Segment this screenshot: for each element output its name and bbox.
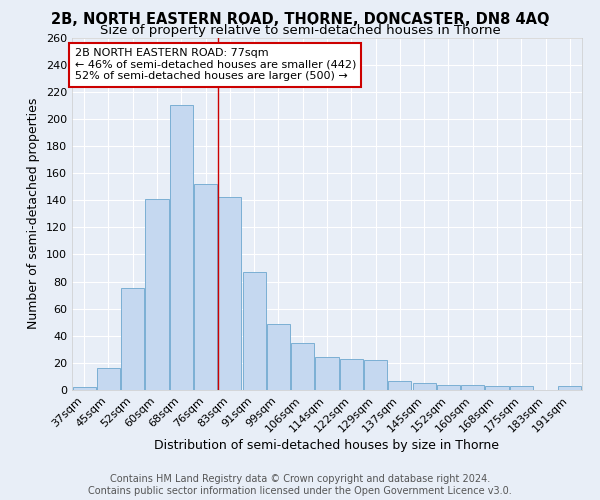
Bar — [340, 359, 363, 390]
Text: 2B, NORTH EASTERN ROAD, THORNE, DONCASTER, DN8 4AQ: 2B, NORTH EASTERN ROAD, THORNE, DONCASTE… — [51, 12, 549, 28]
Bar — [461, 384, 484, 390]
Bar — [218, 198, 241, 390]
Bar — [510, 386, 533, 390]
Bar — [364, 360, 387, 390]
Bar — [145, 199, 169, 390]
Bar — [291, 342, 314, 390]
Bar — [194, 184, 217, 390]
Bar — [316, 358, 338, 390]
X-axis label: Distribution of semi-detached houses by size in Thorne: Distribution of semi-detached houses by … — [155, 440, 499, 452]
Bar — [97, 368, 120, 390]
Bar — [485, 386, 509, 390]
Bar — [170, 106, 193, 390]
Text: 2B NORTH EASTERN ROAD: 77sqm
← 46% of semi-detached houses are smaller (442)
52%: 2B NORTH EASTERN ROAD: 77sqm ← 46% of se… — [74, 48, 356, 82]
Bar — [559, 386, 581, 390]
Bar — [413, 383, 436, 390]
Bar — [73, 388, 95, 390]
Y-axis label: Number of semi-detached properties: Number of semi-detached properties — [28, 98, 40, 330]
Bar — [242, 272, 266, 390]
Bar — [121, 288, 144, 390]
Bar — [388, 380, 412, 390]
Text: Contains HM Land Registry data © Crown copyright and database right 2024.
Contai: Contains HM Land Registry data © Crown c… — [88, 474, 512, 496]
Bar — [437, 384, 460, 390]
Text: Size of property relative to semi-detached houses in Thorne: Size of property relative to semi-detach… — [100, 24, 500, 37]
Bar — [267, 324, 290, 390]
